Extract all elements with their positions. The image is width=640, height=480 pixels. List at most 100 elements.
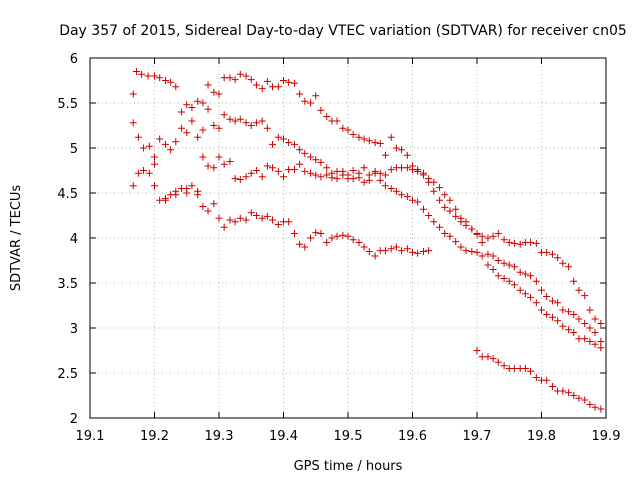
data-point-marker <box>280 77 287 84</box>
x-axis-label: GPS time / hours <box>294 459 403 474</box>
data-point-marker <box>381 182 389 190</box>
data-point-marker <box>532 374 540 381</box>
data-point-marker <box>280 173 287 181</box>
data-point-marker <box>301 97 309 105</box>
data-point-marker <box>312 229 320 237</box>
data-point-marker <box>478 232 486 240</box>
data-point-marker <box>129 119 137 127</box>
data-point-marker <box>242 72 250 80</box>
data-point-marker <box>145 169 153 177</box>
y-tick-label: 3.5 <box>57 277 78 292</box>
data-point-marker <box>226 115 234 123</box>
data-point-marker <box>419 248 427 255</box>
data-point-marker <box>409 196 416 204</box>
data-point-marker <box>387 133 395 141</box>
x-tick-label: 19.4 <box>269 429 298 444</box>
data-point-marker <box>285 218 293 226</box>
data-point-marker <box>144 72 152 80</box>
data-point-marker <box>398 191 406 199</box>
data-point-marker <box>484 234 492 242</box>
data-point-marker <box>226 158 234 165</box>
data-point-marker <box>296 160 304 168</box>
data-point-marker <box>183 101 191 109</box>
data-point-marker <box>129 182 137 190</box>
data-point-marker <box>457 218 465 226</box>
data-point-marker <box>381 151 389 159</box>
data-point-marker <box>151 153 158 161</box>
data-point-marker <box>317 173 325 181</box>
data-point-marker <box>494 272 502 280</box>
data-point-marker <box>392 144 400 152</box>
data-point-marker <box>140 144 148 152</box>
data-point-marker <box>473 347 481 354</box>
data-point-marker <box>296 90 304 98</box>
data-point-marker <box>360 243 368 251</box>
data-point-marker <box>554 254 562 262</box>
y-tick-label: 2.5 <box>57 367 78 382</box>
data-point-marker <box>290 79 298 87</box>
data-point-marker <box>586 306 594 314</box>
data-point-marker <box>597 344 605 352</box>
data-point-marker <box>403 151 411 159</box>
data-point-marker <box>215 214 223 222</box>
data-point-marker <box>505 239 513 246</box>
data-point-marker <box>371 169 379 177</box>
data-point-marker <box>161 77 169 84</box>
data-point-marker <box>269 164 277 172</box>
data-point-marker <box>500 259 508 267</box>
data-point-marker <box>468 225 476 233</box>
data-point-marker <box>484 250 492 258</box>
data-point-marker <box>543 248 551 256</box>
data-point-marker <box>554 299 562 307</box>
data-point-marker <box>414 249 422 257</box>
data-point-marker <box>138 70 146 78</box>
data-point-marker <box>210 122 218 129</box>
data-point-marker <box>156 74 164 82</box>
data-point-marker <box>258 85 266 93</box>
data-point-marker <box>586 401 594 408</box>
x-tick-label: 19.3 <box>205 429 234 444</box>
data-point-marker <box>371 139 379 147</box>
y-tick-label: 5 <box>70 142 78 157</box>
data-point-marker <box>548 297 556 305</box>
data-point-marker <box>565 389 573 397</box>
data-point-marker <box>489 266 497 273</box>
data-point-marker <box>236 214 244 222</box>
data-point-marker <box>365 248 373 255</box>
data-point-marker <box>132 68 140 75</box>
data-point-marker <box>570 311 578 318</box>
data-point-marker <box>548 250 556 258</box>
data-point-marker <box>376 140 384 147</box>
data-point-marker <box>263 124 271 132</box>
data-point-marker <box>452 205 460 213</box>
data-point-marker <box>285 78 293 86</box>
data-point-marker <box>565 263 573 271</box>
data-point-marker <box>446 232 454 240</box>
data-point-marker <box>333 175 341 183</box>
data-point-marker <box>204 207 212 215</box>
data-point-marker <box>194 191 202 199</box>
data-point-marker <box>307 153 315 161</box>
data-point-marker <box>462 221 470 229</box>
data-point-marker <box>258 214 266 222</box>
data-point-marker <box>333 232 341 240</box>
data-point-marker <box>220 223 228 231</box>
data-point-marker <box>274 167 282 175</box>
data-point-marker <box>296 240 304 248</box>
data-point-marker <box>510 239 518 247</box>
data-point-marker <box>252 81 260 89</box>
data-point-marker <box>339 124 347 132</box>
data-point-marker <box>570 277 578 285</box>
data-point-marker <box>581 320 589 327</box>
data-point-marker <box>247 76 255 84</box>
data-point-marker <box>516 240 524 248</box>
data-point-marker <box>392 243 400 251</box>
data-point-marker <box>280 135 287 143</box>
data-point-marker <box>183 129 191 137</box>
data-point-marker <box>548 383 556 390</box>
data-point-marker <box>242 119 250 127</box>
data-point-marker <box>403 193 411 201</box>
data-point-marker <box>505 261 513 269</box>
data-point-marker <box>484 353 492 361</box>
